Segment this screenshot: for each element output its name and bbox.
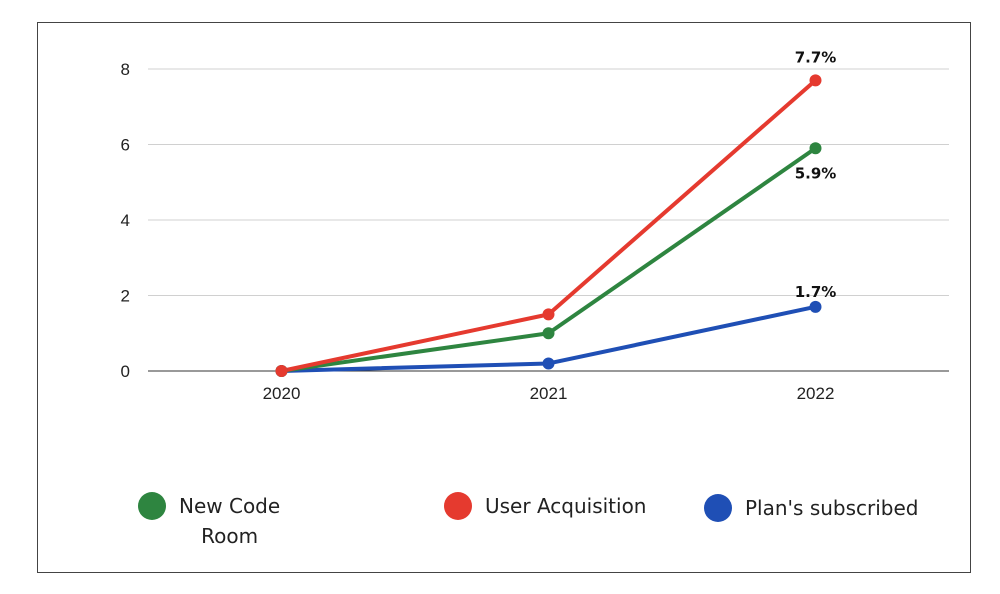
legend-marker-icon (704, 494, 732, 522)
x-tick-label: 2022 (797, 384, 835, 403)
data-point (542, 308, 555, 321)
legend-label-line: New Code (179, 494, 281, 518)
legend-label-line: Room (201, 524, 259, 548)
y-tick-label: 2 (121, 287, 130, 306)
data-label: 7.7% (795, 48, 837, 66)
legend-item-new-code-room: New Code Room (138, 491, 280, 551)
data-point (542, 327, 555, 340)
y-tick-label: 0 (121, 362, 130, 381)
legend-label: Plan's subscribed (745, 496, 919, 520)
y-tick-label: 4 (121, 211, 130, 230)
legend-marker-icon (138, 492, 166, 520)
y-tick-label: 6 (121, 136, 130, 155)
y-tick-label: 8 (121, 60, 130, 79)
line-chart: 0 2 4 6 8 2020 2021 2022 5.9% 7.7% 1.7% (121, 48, 949, 403)
data-label: 1.7% (795, 283, 837, 301)
data-label: 5.9% (795, 164, 837, 182)
chart-frame: 0 2 4 6 8 2020 2021 2022 5.9% 7.7% 1.7% New Code R… (37, 22, 971, 573)
x-tick-label: 2020 (263, 384, 301, 403)
data-point (809, 142, 822, 155)
legend-item-user-acquisition: User Acquisition (444, 491, 646, 521)
legend-label: User Acquisition (485, 494, 647, 518)
legend-marker-icon (444, 492, 472, 520)
data-point (275, 365, 288, 377)
data-point (542, 357, 555, 370)
x-tick-label: 2021 (530, 384, 568, 403)
data-point (809, 74, 822, 87)
legend-item-plans-subscribed: Plan's subscribed (704, 493, 919, 523)
data-point (809, 300, 822, 313)
legend-label: New Code Room (179, 491, 280, 551)
